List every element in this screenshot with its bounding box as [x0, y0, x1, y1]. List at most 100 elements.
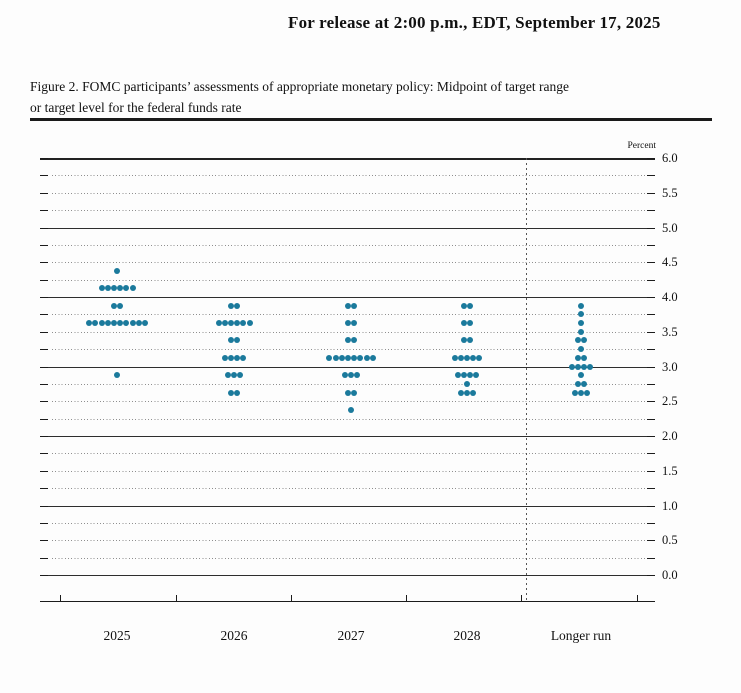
y-axis-tick-left	[40, 175, 48, 177]
y-axis-tick-left	[40, 244, 48, 246]
participant-dot	[467, 337, 474, 344]
dotted-gridline	[52, 192, 645, 194]
participant-dot	[234, 354, 241, 361]
participant-dot	[237, 372, 244, 379]
figure-caption-line2: or target level for the federal funds ra…	[30, 100, 242, 115]
y-axis-tick-left	[40, 366, 48, 368]
participant-dot	[227, 354, 234, 361]
y-axis-tick-right	[647, 575, 655, 576]
y-axis-tick-label: 0.5	[662, 533, 678, 548]
participant-dot	[363, 354, 370, 361]
participant-dot	[227, 320, 234, 327]
dotted-gridline	[52, 244, 645, 246]
y-axis-tick-left	[40, 557, 48, 559]
participant-dot	[351, 320, 358, 327]
participant-dot	[215, 320, 222, 327]
x-axis-line	[40, 601, 655, 602]
dotted-gridline	[52, 470, 645, 472]
participant-dot	[234, 302, 241, 309]
y-axis-tick-right	[647, 401, 655, 403]
participant-dot	[578, 320, 584, 327]
participant-dot	[578, 302, 584, 309]
participant-dot	[344, 302, 351, 309]
participant-dot	[221, 354, 228, 361]
y-axis-tick-right	[647, 314, 655, 316]
x-axis-category-label: 2028	[453, 628, 481, 643]
y-axis-tick-right	[647, 418, 655, 420]
participant-dot	[123, 285, 130, 292]
participant-dot	[451, 354, 458, 361]
x-axis-category-label: 2025	[103, 628, 131, 643]
x-axis-category-label: 2027	[337, 628, 365, 643]
participant-dot	[98, 285, 105, 292]
y-axis-tick-right	[647, 244, 655, 246]
participant-dot	[467, 372, 474, 379]
participant-dot	[581, 354, 588, 361]
y-axis-tick-right	[647, 366, 655, 368]
participant-dot	[240, 320, 247, 327]
y-axis-tick-left	[40, 210, 48, 212]
y-axis-tick-label: 5.5	[662, 185, 678, 200]
participant-dot	[574, 354, 581, 361]
x-axis-tick	[60, 595, 61, 601]
participant-dot	[227, 337, 234, 344]
solid-gridline	[40, 505, 655, 507]
participant-dot	[578, 389, 584, 396]
y-axis-tick-right	[647, 505, 655, 507]
x-axis-category-label: Longer run	[550, 628, 612, 643]
participant-dot	[86, 320, 93, 327]
y-axis-tick-right	[647, 540, 655, 542]
x-axis-tick	[637, 595, 638, 601]
y-axis-tick-right	[647, 383, 655, 385]
dotted-gridline	[52, 175, 645, 177]
y-axis-tick-right	[647, 470, 655, 472]
participant-dot	[581, 380, 588, 387]
participant-dot	[341, 372, 348, 379]
participant-dot	[581, 363, 588, 370]
solid-gridline	[40, 158, 655, 160]
participant-dot	[221, 320, 228, 327]
participant-dot	[117, 302, 124, 309]
dotted-gridline	[52, 401, 645, 403]
x-axis-tick	[521, 595, 522, 601]
y-axis-tick-right	[647, 349, 655, 351]
solid-gridline	[40, 575, 655, 576]
y-axis-tick-left	[40, 279, 48, 281]
dotted-gridline	[52, 349, 645, 351]
y-axis-tick-left	[40, 522, 48, 524]
y-axis-tick-right	[647, 557, 655, 559]
dotted-gridline	[52, 279, 645, 281]
participant-dot	[460, 337, 467, 344]
dotted-gridline	[52, 331, 645, 333]
participant-dot	[234, 337, 241, 344]
y-axis-tick-right	[647, 453, 655, 455]
participant-dot	[117, 320, 124, 327]
participant-dot	[357, 354, 364, 361]
participant-dot	[578, 311, 584, 318]
y-axis-tick-left	[40, 575, 48, 576]
y-axis-tick-label: 3.0	[662, 359, 678, 374]
participant-dot	[227, 302, 234, 309]
participant-dot	[584, 389, 591, 396]
participant-dot	[467, 302, 474, 309]
dotted-gridline	[52, 418, 645, 420]
participant-dot	[344, 354, 351, 361]
solid-gridline	[40, 436, 655, 437]
participant-dot	[98, 320, 105, 327]
participant-dot	[234, 389, 241, 396]
y-axis-tick-right	[647, 279, 655, 281]
participant-dot	[470, 354, 477, 361]
participant-dot	[344, 337, 351, 344]
y-axis-tick-label: 2.0	[662, 429, 678, 443]
x-axis-tick	[176, 595, 177, 601]
participant-dot	[467, 320, 474, 327]
participant-dot	[454, 372, 461, 379]
participant-dot	[117, 285, 124, 292]
solid-gridline	[40, 227, 655, 229]
longer-run-separator	[526, 158, 527, 601]
participant-dot	[457, 389, 464, 396]
participant-dot	[460, 302, 467, 309]
dotted-gridline	[52, 557, 645, 559]
figure-caption: Figure 2. FOMC participants’ assessments…	[30, 76, 670, 118]
y-axis-tick-right	[647, 175, 655, 177]
